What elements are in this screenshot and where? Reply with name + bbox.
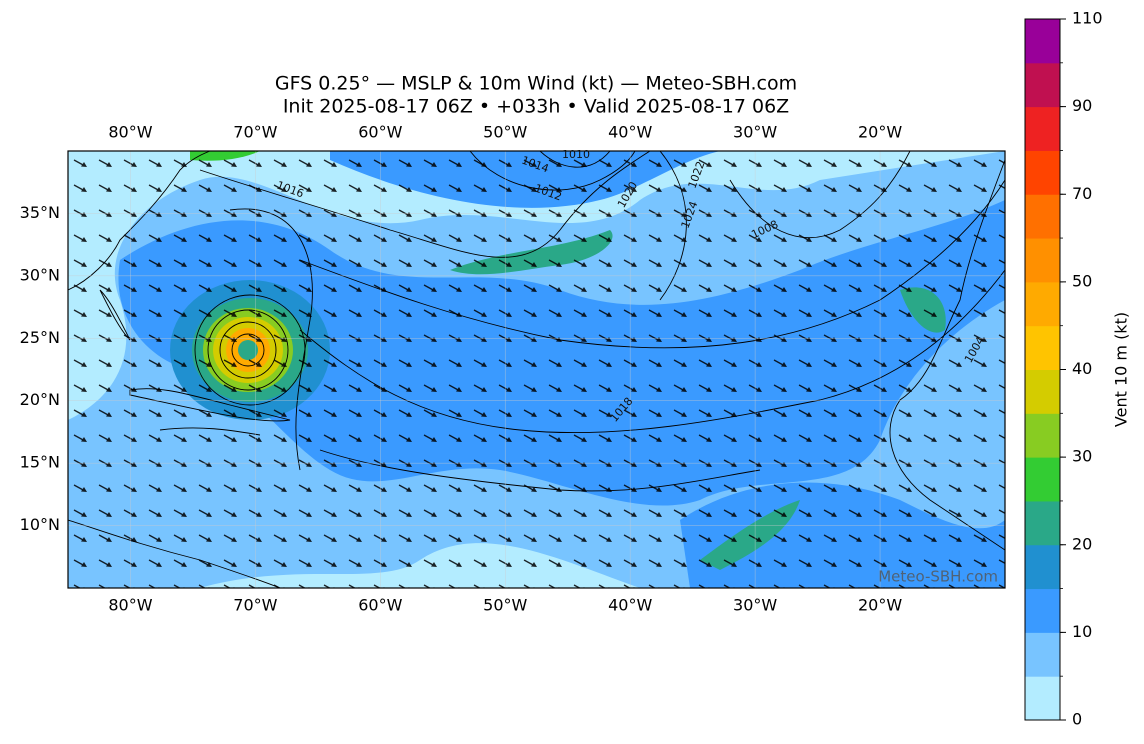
wind-arrows xyxy=(68,151,1005,588)
colorbar-tick-label: 90 xyxy=(1072,96,1092,115)
colorbar-tick-label: 0 xyxy=(1072,710,1082,729)
map-frame xyxy=(67,150,1006,589)
x-tick-label: 20°W xyxy=(858,596,902,615)
y-tick-label: 10°N xyxy=(20,515,60,534)
x-tick-label: 70°W xyxy=(233,123,277,142)
x-tick-label: 30°W xyxy=(733,596,777,615)
colorbar-band xyxy=(1025,62,1060,108)
x-tick-label: 30°W xyxy=(733,123,777,142)
x-tick-label: 80°W xyxy=(108,596,152,615)
colorbar-tick-label: 50 xyxy=(1072,271,1092,290)
colorbar-band xyxy=(1025,369,1060,414)
x-tick-label: 40°W xyxy=(608,123,652,142)
colorbar-band xyxy=(1025,632,1060,677)
colorbar-tick-label: 70 xyxy=(1072,184,1092,203)
chart-title: GFS 0.25° — MSLP & 10m Wind (kt) — Meteo… xyxy=(275,73,797,95)
colorbar-tick-label: 40 xyxy=(1072,359,1092,378)
x-tick-label: 80°W xyxy=(108,123,152,142)
x-tick-label: 60°W xyxy=(358,596,402,615)
colorbar-band xyxy=(1025,588,1060,633)
colorbar-band xyxy=(1025,150,1060,195)
colorbar-band xyxy=(1025,238,1060,283)
colorbar-band xyxy=(1025,500,1060,546)
map-field: Meteo-SBH.com xyxy=(68,151,1005,588)
y-tick-label: 25°N xyxy=(20,328,60,347)
isobar-label: 1010 xyxy=(562,148,590,161)
colorbar-tick-label: 110 xyxy=(1072,9,1103,28)
colorbar-band xyxy=(1025,281,1060,327)
y-tick-label: 15°N xyxy=(20,453,60,472)
colorbar-band xyxy=(1025,457,1060,502)
watermark: Meteo-SBH.com xyxy=(878,568,998,586)
colorbar-band xyxy=(1025,19,1060,64)
colorbar-band xyxy=(1025,325,1060,370)
y-tick-label: 35°N xyxy=(20,203,60,222)
x-tick-label: 70°W xyxy=(233,596,277,615)
colorbar-band xyxy=(1025,106,1060,151)
colorbar-band xyxy=(1025,413,1060,458)
colorbar-tick-label: 30 xyxy=(1072,447,1092,466)
y-tick-label: 20°N xyxy=(20,390,60,409)
x-tick-label: 20°W xyxy=(858,123,902,142)
x-tick-label: 50°W xyxy=(483,123,527,142)
colorbar-label: Vent 10 m (kt) xyxy=(1112,312,1131,427)
y-tick-label: 30°N xyxy=(20,265,60,284)
x-tick-label: 50°W xyxy=(483,596,527,615)
colorbar-band xyxy=(1025,544,1060,590)
x-tick-label: 60°W xyxy=(358,123,402,142)
colorbar-band xyxy=(1025,676,1060,721)
x-tick-label: 40°W xyxy=(608,596,652,615)
colorbar-band xyxy=(1025,194,1060,239)
chart-subtitle: Init 2025-08-17 06Z • +033h • Valid 2025… xyxy=(283,96,789,118)
colorbar-tick-label: 10 xyxy=(1072,622,1092,641)
colorbar-tick-label: 20 xyxy=(1072,534,1092,553)
